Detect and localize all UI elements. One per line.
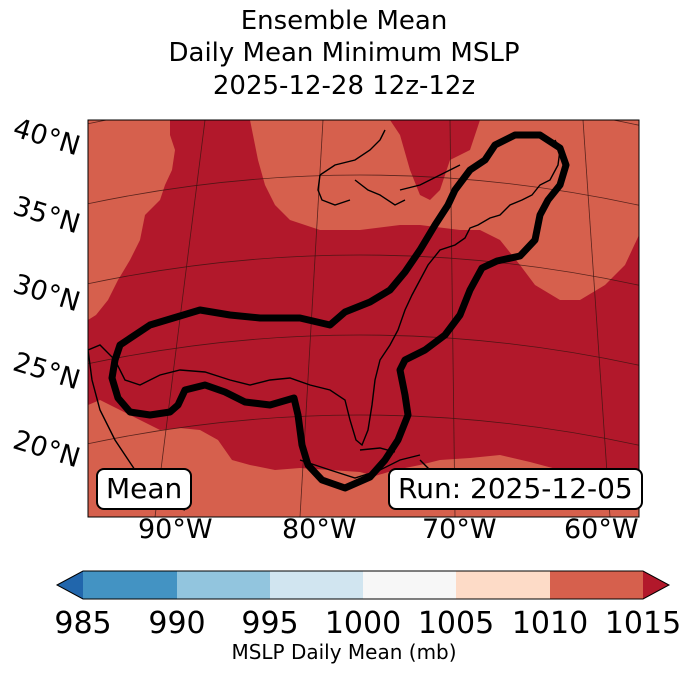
lon-label-70w: 70°W	[422, 514, 497, 545]
colorbar-tick-1005: 1005	[417, 606, 495, 641]
colorbar-tick-1010: 1010	[511, 606, 589, 641]
field-1010-north-1	[88, 120, 175, 320]
colorbar-segment-1005-1010	[456, 571, 550, 599]
colorbar	[55, 570, 671, 600]
run-date-box: Run: 2025-12-05	[388, 468, 643, 510]
colorbar-segment-995-1000	[270, 571, 363, 599]
colorbar-outline	[55, 570, 671, 600]
colorbar-segment-990-995	[177, 571, 270, 599]
colorbar-tick-1015: 1015	[604, 606, 682, 641]
map-area	[88, 120, 639, 517]
colorbar-segment-1010-1015	[550, 571, 643, 599]
title-line-1: Ensemble Mean	[240, 6, 448, 36]
title-line-2: Daily Mean Minimum MSLP	[168, 38, 520, 68]
colorbar-extend-high	[643, 571, 669, 599]
colorbar-tick-985: 985	[54, 606, 112, 641]
colorbar-segment-985-990	[83, 571, 177, 599]
colorbar-tick-1000: 1000	[324, 606, 402, 641]
colorbar-tick-995: 995	[241, 606, 299, 641]
lon-label-60w: 60°W	[564, 514, 639, 545]
colorbar-segment-1000-1005	[363, 571, 456, 599]
graticule	[88, 120, 639, 517]
colorbar-label: MSLP Daily Mean (mb)	[231, 640, 457, 664]
lon-label-90w: 90°W	[138, 514, 213, 545]
colorbar-extend-low	[57, 571, 83, 599]
map-frame	[87, 119, 640, 518]
title-line-3: 2025-12-28 12z-12z	[212, 71, 476, 101]
coastline	[88, 129, 561, 511]
mslp-contour	[108, 131, 570, 492]
colorbar-tick-990: 990	[148, 606, 206, 641]
lon-label-80w: 80°W	[282, 514, 357, 545]
mean-label-box: Mean	[96, 468, 193, 510]
